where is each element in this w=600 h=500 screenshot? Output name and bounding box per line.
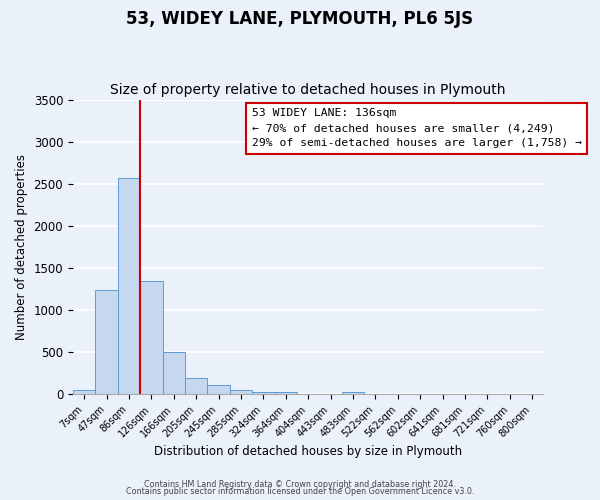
Bar bbox=[208, 385, 230, 394]
Bar bbox=[342, 392, 364, 394]
Text: 53, WIDEY LANE, PLYMOUTH, PL6 5JS: 53, WIDEY LANE, PLYMOUTH, PL6 5JS bbox=[127, 10, 473, 28]
Text: Contains HM Land Registry data © Crown copyright and database right 2024.: Contains HM Land Registry data © Crown c… bbox=[144, 480, 456, 489]
Y-axis label: Number of detached properties: Number of detached properties bbox=[15, 154, 28, 340]
Text: 53 WIDEY LANE: 136sqm
← 70% of detached houses are smaller (4,249)
29% of semi-d: 53 WIDEY LANE: 136sqm ← 70% of detached … bbox=[251, 108, 581, 148]
Bar bbox=[118, 178, 140, 394]
X-axis label: Distribution of detached houses by size in Plymouth: Distribution of detached houses by size … bbox=[154, 444, 462, 458]
Bar bbox=[185, 378, 208, 394]
Bar bbox=[230, 390, 252, 394]
Text: Contains public sector information licensed under the Open Government Licence v3: Contains public sector information licen… bbox=[126, 488, 474, 496]
Bar bbox=[73, 390, 95, 394]
Bar bbox=[163, 352, 185, 394]
Bar bbox=[275, 392, 297, 394]
Bar bbox=[252, 392, 275, 394]
Bar bbox=[140, 282, 163, 394]
Bar bbox=[95, 290, 118, 394]
Title: Size of property relative to detached houses in Plymouth: Size of property relative to detached ho… bbox=[110, 83, 506, 97]
